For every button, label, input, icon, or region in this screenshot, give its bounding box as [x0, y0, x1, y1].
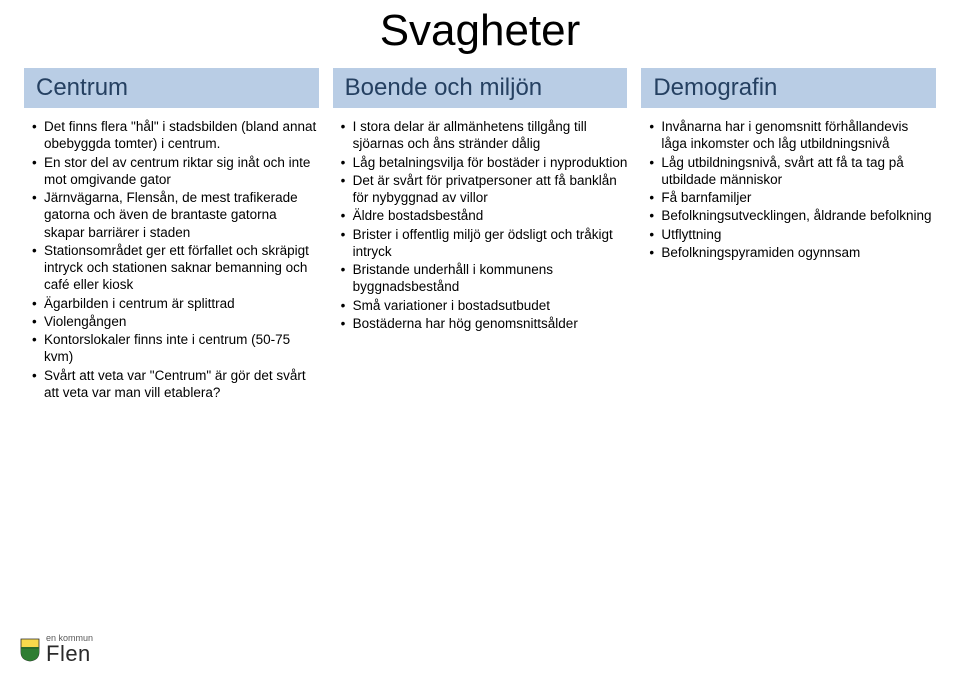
logo-text: en kommun Flen — [46, 634, 93, 665]
column-demografin: Demografin Invånarna har i genomsnitt fö… — [641, 68, 936, 402]
list-item: Bostäderna har hög genomsnittsålder — [341, 315, 628, 332]
list-item: Låg betalningsvilja för bostäder i nypro… — [341, 154, 628, 171]
column-boende: Boende och miljön I stora delar är allmä… — [333, 68, 628, 402]
footer-logo: en kommun Flen — [20, 634, 93, 665]
list-item: Befolkningsutvecklingen, åldrande befolk… — [649, 207, 936, 224]
list-item: Violengången — [32, 313, 319, 330]
list-item: Svårt att veta var "Centrum" är gör det … — [32, 367, 319, 402]
list-item: Stationsområdet ger ett förfallet och sk… — [32, 242, 319, 294]
list-item: Ägarbilden i centrum är splittrad — [32, 295, 319, 312]
list-item: Äldre bostadsbestånd — [341, 207, 628, 224]
list-item: Invånarna har i genomsnitt förhållandevi… — [649, 118, 936, 153]
list-item: Utflyttning — [649, 226, 936, 243]
logo-maintext: Flen — [46, 643, 93, 665]
item-list: Invånarna har i genomsnitt förhållandevi… — [641, 118, 936, 261]
item-list: Det finns flera "hål" i stadsbilden (bla… — [24, 118, 319, 401]
shield-icon — [20, 638, 40, 662]
page-title: Svagheter — [0, 0, 960, 68]
list-item: Järnvägarna, Flensån, de mest trafikerad… — [32, 189, 319, 241]
item-list: I stora delar är allmänhetens tillgång t… — [333, 118, 628, 332]
list-item: Låg utbildningsnivå, svårt att få ta tag… — [649, 154, 936, 189]
column-centrum: Centrum Det finns flera "hål" i stadsbil… — [24, 68, 319, 402]
list-item: Kontorslokaler finns inte i centrum (50-… — [32, 331, 319, 366]
list-item: Brister i offentlig miljö ger ödsligt oc… — [341, 226, 628, 261]
list-item: I stora delar är allmänhetens tillgång t… — [341, 118, 628, 153]
list-item: En stor del av centrum riktar sig inåt o… — [32, 154, 319, 189]
list-item: Få barnfamiljer — [649, 189, 936, 206]
list-item: Befolkningspyramiden ogynnsam — [649, 244, 936, 261]
columns-container: Centrum Det finns flera "hål" i stadsbil… — [0, 68, 960, 402]
list-item: Det finns flera "hål" i stadsbilden (bla… — [32, 118, 319, 153]
column-header: Centrum — [24, 68, 319, 108]
list-item: Små variationer i bostadsutbudet — [341, 297, 628, 314]
column-header: Demografin — [641, 68, 936, 108]
column-header: Boende och miljön — [333, 68, 628, 108]
list-item: Det är svårt för privatpersoner att få b… — [341, 172, 628, 207]
list-item: Bristande underhåll i kommunens byggnads… — [341, 261, 628, 296]
